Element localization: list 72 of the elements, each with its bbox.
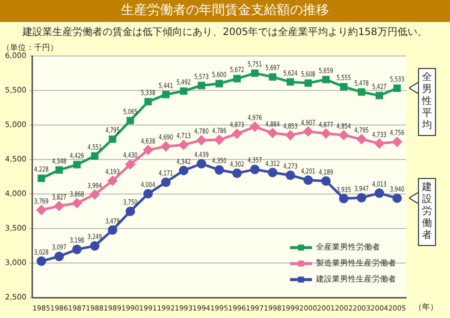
point [214, 135, 224, 145]
point [268, 128, 278, 138]
point [286, 130, 296, 140]
point [322, 76, 330, 84]
point [162, 90, 170, 98]
point [126, 116, 134, 124]
point [36, 256, 46, 266]
point [214, 165, 224, 175]
legend-label: 建設業男性生産労働者 [315, 274, 396, 284]
point [250, 122, 260, 132]
point [374, 188, 384, 198]
point [392, 193, 402, 203]
annotation: 建設労働者 [418, 178, 436, 246]
chart-title: 生産労働者の年間賃金支給額の推移 [0, 0, 450, 22]
point [338, 194, 348, 204]
point [268, 168, 278, 178]
point [143, 189, 153, 199]
point [356, 192, 366, 202]
point [108, 135, 116, 143]
point [232, 168, 242, 178]
legend-label: 全産業男性労働者 [316, 242, 380, 252]
point [126, 206, 136, 216]
point [161, 178, 171, 188]
point [286, 170, 296, 180]
point [55, 166, 63, 174]
point [304, 79, 312, 87]
point [340, 82, 348, 90]
point [72, 198, 82, 208]
point [126, 160, 136, 170]
point [38, 174, 46, 182]
point [144, 98, 152, 106]
point [198, 82, 206, 90]
point [374, 138, 384, 148]
point [251, 69, 259, 77]
point [54, 252, 64, 262]
point [392, 137, 402, 147]
point [303, 175, 313, 185]
point [232, 129, 242, 139]
point [54, 201, 64, 211]
point [90, 190, 100, 200]
point [161, 142, 171, 152]
point [216, 80, 223, 88]
legend-label: 製造業男性生産労働者 [316, 258, 396, 268]
point [268, 73, 276, 81]
point [356, 134, 366, 144]
point [108, 225, 118, 235]
point [72, 244, 82, 254]
point [143, 145, 153, 155]
point [376, 92, 384, 100]
point [358, 88, 366, 96]
point [250, 164, 260, 174]
point [108, 176, 118, 186]
point [196, 159, 206, 169]
point [393, 84, 401, 92]
point [196, 135, 206, 145]
chart-subtitle: 建設業生産労働者の賃金は低下傾向にあり、2005年では全産業平均より約158万円低い。 [22, 26, 428, 40]
point [178, 166, 188, 176]
point [36, 205, 46, 215]
point [286, 78, 294, 86]
point [180, 87, 188, 95]
point [73, 160, 81, 168]
point [178, 140, 188, 150]
point [233, 74, 241, 82]
point [90, 241, 100, 251]
point [338, 130, 348, 140]
y-axis-title: （単位：千円） [2, 43, 58, 52]
point [321, 176, 331, 186]
point [321, 128, 331, 138]
x-axis-title: （年） [414, 302, 438, 312]
annotation: 全男性平均 [418, 68, 436, 136]
point [91, 152, 98, 160]
point [303, 126, 313, 136]
